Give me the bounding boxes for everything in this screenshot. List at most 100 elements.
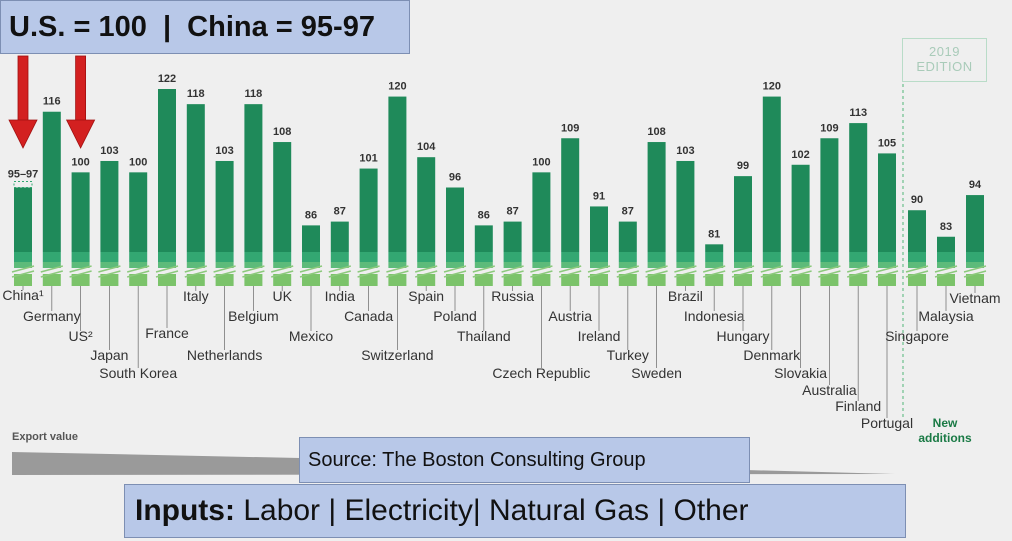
- axis-break: [184, 268, 207, 274]
- bar-segment-other: [937, 236, 955, 252]
- value-label: 118: [245, 88, 263, 100]
- axis-break: [760, 268, 783, 274]
- bar-segment-natural-gas: [618, 252, 637, 262]
- bar-segment-other: [878, 153, 896, 252]
- bar-segment-natural-gas: [215, 252, 234, 262]
- export-value-label: Export value: [12, 431, 79, 443]
- bar-segment-labor: [474, 274, 493, 286]
- bar-segment-natural-gas: [762, 252, 781, 262]
- inputs-legend-title: Inputs:: [135, 494, 235, 527]
- bar-segment-labor: [273, 274, 292, 286]
- value-label: 87: [506, 206, 518, 218]
- category-label: Germany: [23, 308, 81, 324]
- bar-segment-natural-gas: [446, 252, 464, 262]
- bar-segment-other: [734, 176, 752, 252]
- bar-segment-other: [273, 142, 292, 252]
- bar-segment-natural-gas: [503, 252, 522, 262]
- axis-break-line: [530, 270, 553, 278]
- axis-break-line: [242, 270, 265, 278]
- axis-break-line: [127, 265, 150, 273]
- axis-break: [472, 268, 495, 274]
- axis-break-line: [328, 270, 351, 278]
- bar-segment-other: [618, 221, 637, 252]
- axis-break-line: [703, 265, 726, 273]
- value-label: 120: [388, 81, 406, 93]
- bar-segment-other: [359, 168, 378, 252]
- red-arrow-shaft: [75, 55, 86, 123]
- axis-break-line: [386, 265, 409, 273]
- axis-break: [818, 268, 841, 274]
- axis-break-line: [645, 265, 668, 273]
- axis-break: [40, 268, 63, 274]
- value-label: 109: [820, 122, 838, 134]
- bar-segment-natural-gas: [100, 252, 119, 262]
- category-label: Italy: [183, 288, 209, 304]
- axis-break: [300, 268, 322, 274]
- bar-segment-other: [503, 221, 522, 252]
- new-additions-label: New additions: [918, 416, 972, 445]
- bar-segment-labor: [849, 274, 868, 286]
- category-label: Denmark: [743, 347, 801, 363]
- bar-segment-other: [676, 160, 695, 252]
- bar-segment-labor: [791, 274, 810, 286]
- category-label: India: [325, 288, 356, 304]
- category-label: Vietnam: [949, 290, 1000, 306]
- axis-break: [127, 268, 150, 274]
- axis-break-line: [69, 270, 92, 278]
- axis-break-line: [69, 265, 92, 273]
- category-label: Canada: [344, 308, 393, 324]
- value-label: 99: [737, 160, 749, 172]
- axis-break-line: [271, 265, 294, 273]
- axis-break-line: [674, 270, 697, 278]
- inputs-legend-items: Labor | Electricity| Natural Gas | Other: [234, 494, 749, 527]
- bar-segment-natural-gas: [647, 252, 666, 262]
- bar-segment-labor: [129, 274, 148, 286]
- bar-segment-natural-gas: [966, 252, 984, 262]
- category-label: Turkey: [607, 347, 649, 363]
- bar-segment-natural-gas: [158, 252, 176, 262]
- bar-segment-other: [446, 187, 464, 252]
- bar-segment-labor: [966, 274, 984, 286]
- arrows-layer: [8, 55, 96, 149]
- axis-break-line: [703, 270, 726, 278]
- axis-break-line: [328, 265, 351, 273]
- axis-break: [559, 268, 582, 274]
- axis-break-line: [731, 270, 755, 278]
- red-arrow-head: [8, 119, 38, 149]
- axis-break: [906, 268, 928, 274]
- bar-segment-other: [417, 157, 436, 252]
- bar-segment-labor: [820, 274, 839, 286]
- category-label: Singapore: [885, 328, 949, 344]
- axis-break-line: [847, 265, 870, 273]
- edition-label: 2019 EDITION: [916, 44, 973, 74]
- bar-segment-labor: [705, 274, 724, 286]
- axis-break-line: [875, 270, 899, 278]
- bar-segment-natural-gas: [359, 252, 378, 262]
- source-note: Source: The Boston Consulting Group: [299, 437, 750, 483]
- value-label: 102: [791, 149, 809, 161]
- axis-break-line: [645, 270, 668, 278]
- axis-break-line: [530, 265, 553, 273]
- axis-break: [616, 268, 639, 274]
- bar-segment-natural-gas: [676, 252, 695, 262]
- axis-break: [271, 268, 294, 274]
- axis-break: [501, 268, 524, 274]
- axis-break-line: [472, 265, 495, 273]
- bar-segment-other: [14, 187, 32, 252]
- axis-break-line: [415, 270, 438, 278]
- bar-segment-natural-gas: [937, 252, 955, 262]
- bar-segment-labor: [359, 274, 378, 286]
- bar-segment-other: [186, 104, 205, 253]
- category-label: Poland: [433, 308, 477, 324]
- bar-segment-natural-gas: [878, 252, 896, 262]
- category-label: South Korea: [99, 365, 177, 381]
- axis-break-line: [213, 270, 236, 278]
- value-label: 100: [532, 156, 550, 168]
- bar-segment-natural-gas: [908, 252, 926, 262]
- value-label: 100: [129, 156, 147, 168]
- bar-segment-natural-gas: [186, 252, 205, 262]
- value-label: 86: [305, 209, 317, 221]
- axis-break-line: [11, 270, 35, 278]
- axis-break-line: [299, 270, 323, 278]
- axis-break: [732, 268, 754, 274]
